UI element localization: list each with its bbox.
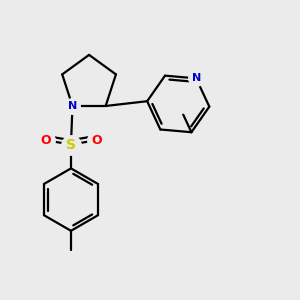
- Text: N: N: [191, 74, 201, 83]
- Text: O: O: [40, 134, 51, 147]
- Text: S: S: [66, 138, 76, 152]
- Text: N: N: [68, 101, 77, 111]
- Text: O: O: [91, 134, 102, 147]
